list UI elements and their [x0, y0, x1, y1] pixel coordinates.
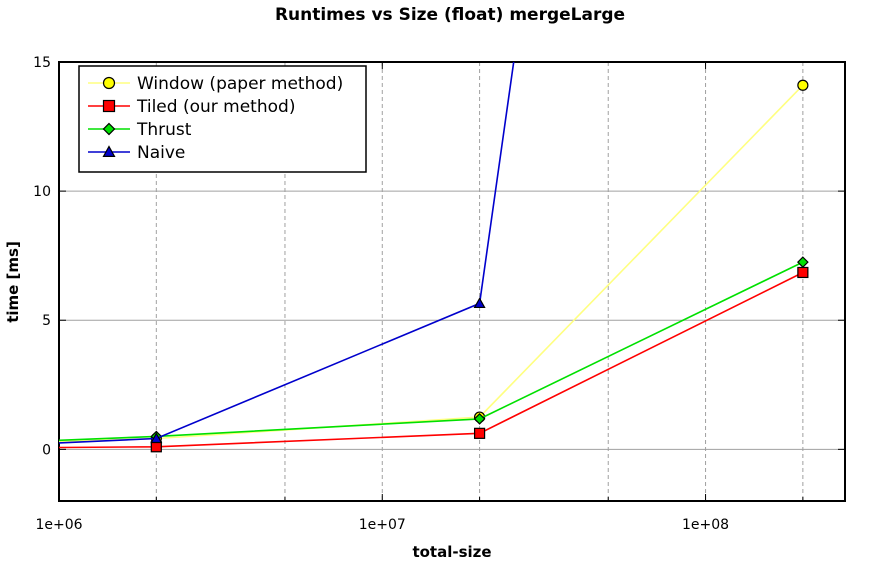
legend-label: Window (paper method) [137, 74, 343, 94]
data-point [797, 79, 809, 91]
x-tick-label: 1e+07 [359, 517, 406, 533]
legend-label: Tiled (our method) [136, 97, 295, 117]
data-point [150, 441, 162, 453]
legend-marker [102, 145, 116, 157]
series-3 [59, 62, 515, 444]
axis-ticks: 1e+06 1e+07 1e+08 0 5 10 15 [33, 55, 845, 533]
legend-marker [102, 122, 116, 136]
y-axis-label: time [ms] [4, 241, 22, 323]
series-line [59, 62, 515, 444]
legend-marker [102, 99, 116, 113]
series-2 [59, 256, 809, 443]
legend-label: Naive [137, 143, 185, 163]
data-point [473, 297, 486, 309]
series-line [59, 271, 804, 449]
data-point [473, 427, 486, 439]
legend-item: Tiled (our method) [88, 97, 295, 117]
y-tick-label: 10 [33, 184, 51, 200]
legend-item: Naive [88, 143, 185, 163]
series-1 [59, 266, 809, 453]
series-line [59, 261, 804, 442]
legend: Window (paper method) Tiled (our method) T… [78, 65, 367, 173]
y-tick-label: 15 [33, 55, 51, 71]
data-point [473, 413, 486, 425]
data-point [797, 266, 809, 279]
legend-marker [102, 76, 116, 90]
data-point [797, 256, 809, 268]
x-tick-label: 1e+08 [682, 517, 729, 533]
data-point [150, 432, 163, 444]
y-tick-label: 5 [42, 313, 51, 329]
chart-title: Runtimes vs Size (float) mergeLarge [275, 5, 625, 25]
x-axis-label: total-size [412, 543, 491, 561]
x-tick-label: 1e+06 [35, 517, 82, 533]
y-tick-label: 0 [42, 442, 51, 458]
legend-label: Thrust [136, 120, 192, 140]
legend-item: Window (paper method) [88, 74, 343, 94]
legend-item: Thrust [88, 120, 192, 140]
plot-frame [58, 61, 846, 502]
